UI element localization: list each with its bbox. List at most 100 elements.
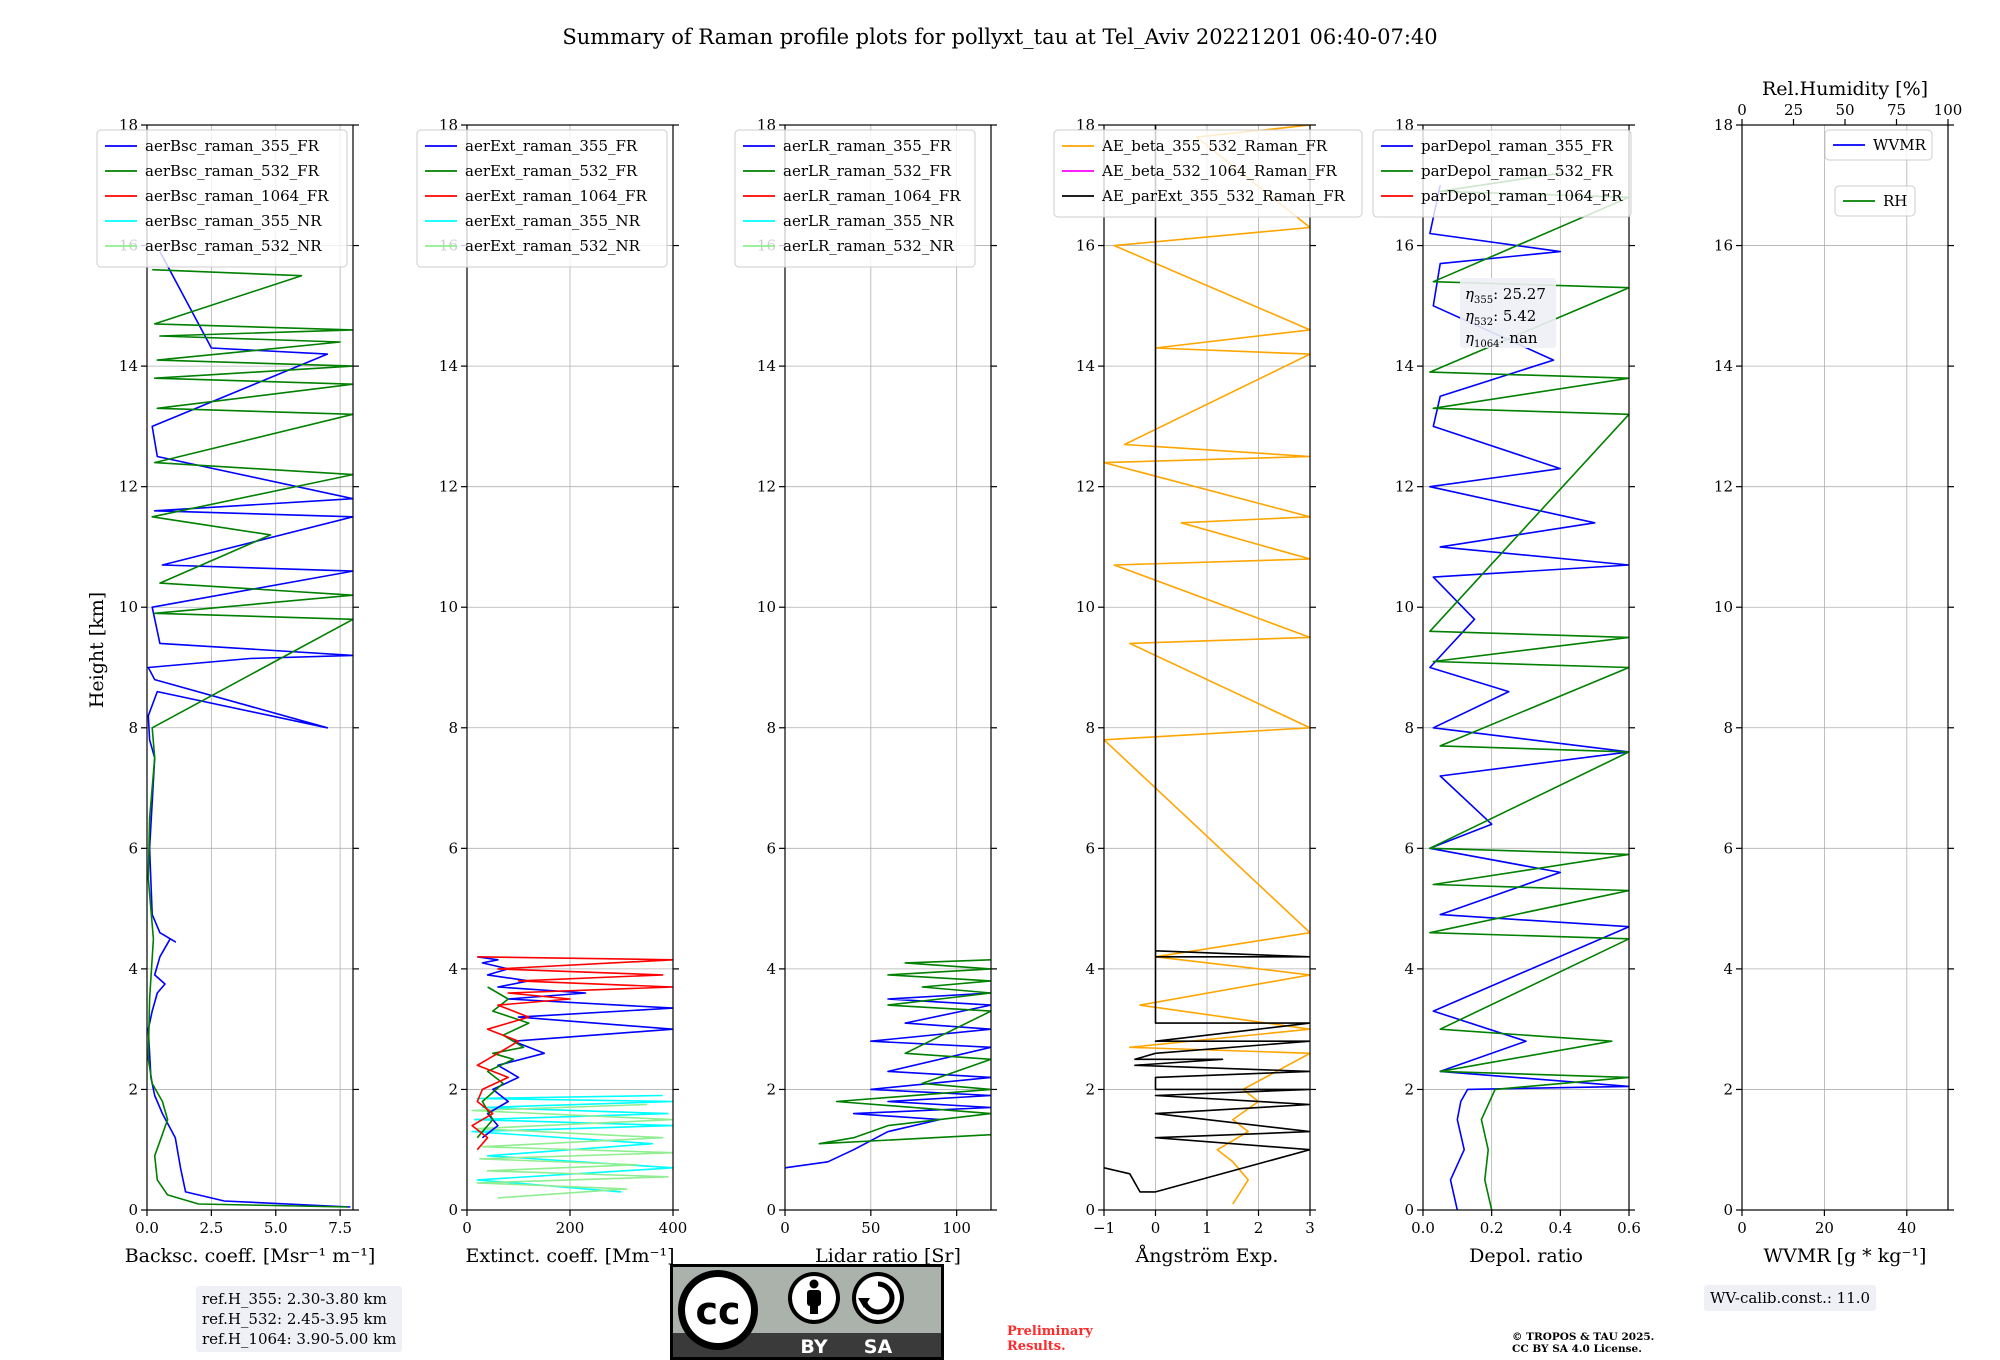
x-tick-label: 0 [462, 1219, 472, 1237]
y-tick-label: 8 [128, 719, 138, 737]
series-line-aerExt_raman_532_NR [471, 1103, 673, 1199]
legend-label: aerLR_raman_1064_FR [783, 187, 961, 205]
figure-title: Summary of Raman profile plots for polly… [562, 25, 1437, 49]
legend: WVMR RH [1824, 129, 1933, 217]
series-line-aerBsc_raman_355_FR [147, 251, 353, 1208]
x-tick-label: 40 [1897, 1219, 1916, 1237]
x-tick-label: 3 [1305, 1219, 1315, 1237]
y-tick-label: 10 [757, 598, 776, 616]
y-tick-label: 8 [448, 719, 458, 737]
y-tick-label: 0 [128, 1201, 138, 1219]
legend-frame [734, 129, 976, 268]
x-tick-label: 400 [659, 1219, 688, 1237]
legend-frame [1824, 129, 1933, 161]
legend-label: WVMR [1873, 136, 1927, 154]
copyright-line-1: © TROPOS & TAU 2025. [1512, 1331, 1655, 1343]
x-axis-label: Ångström Exp. [1135, 1245, 1279, 1267]
x-tick-label: 50 [861, 1219, 880, 1237]
eta-532: η532: 5.42 [1465, 307, 1536, 328]
y-tick-label: 8 [1404, 719, 1414, 737]
y-tick-label: 0 [766, 1201, 776, 1219]
y-tick-label: 4 [128, 960, 138, 978]
y-tick-label: 2 [1404, 1080, 1414, 1098]
x-tick-label: −1 [1093, 1219, 1115, 1237]
legend-label: aerLR_raman_532_NR [783, 237, 954, 255]
x-tick-label: 7.5 [328, 1219, 352, 1237]
x-axis-label: WVMR [g * kg⁻¹] [1764, 1245, 1927, 1267]
y-tick-label: 8 [766, 719, 776, 737]
y-tick-label: 6 [1404, 839, 1414, 857]
y-tick-label: 12 [1076, 478, 1095, 496]
series-line-AE_parExt_355_532_Raman_FR [1104, 125, 1310, 1193]
y-tick-label: 10 [119, 598, 138, 616]
x-tick-label: 5.0 [264, 1219, 288, 1237]
x-axis-label: Backsc. coeff. [Msr⁻¹ m⁻¹] [125, 1245, 376, 1267]
by-label: BY [800, 1336, 827, 1358]
series-line-AE_beta_355_532_Raman_FR [1104, 125, 1310, 1205]
y-tick-label: 4 [1723, 960, 1733, 978]
x-tick-label: 2 [1254, 1219, 1264, 1237]
y-tick-label: 0 [448, 1201, 458, 1219]
wv-calib-const: WV-calib.const.: 11.0 [1710, 1289, 1871, 1307]
y-tick-label: 10 [1076, 598, 1095, 616]
y-tick-label: 2 [1723, 1080, 1733, 1098]
legend-frame [416, 129, 668, 268]
series-line-aerBsc_raman_532_FR [147, 268, 353, 1208]
y-tick-label: 6 [128, 839, 138, 857]
series-group [1104, 125, 1310, 1205]
axes-frame [784, 124, 992, 1211]
y-tick-label: 8 [1085, 719, 1095, 737]
x-tick-label: 0.0 [1411, 1219, 1435, 1237]
panel-ext: 0246810121416180200400Extinct. coeff. [M… [416, 116, 688, 1267]
top-x-tick-label: 75 [1887, 101, 1906, 119]
y-tick-label: 2 [766, 1080, 776, 1098]
series-line-aerExt_raman_532_FR [476, 986, 530, 1139]
axes-frame [1741, 124, 1949, 1211]
x-tick-label: 0 [1151, 1219, 1161, 1237]
axes-frame [1422, 124, 1630, 1211]
series-line-parDepol_raman_532_FR [1429, 172, 1629, 1210]
y-tick-label: 4 [448, 960, 458, 978]
x-axis-label: Lidar ratio [Sr] [815, 1245, 961, 1267]
top-x-tick-label: 0 [1737, 101, 1747, 119]
legend-label: aerLR_raman_355_FR [783, 137, 952, 155]
x-tick-label: 0.0 [135, 1219, 159, 1237]
legend-label: aerBsc_raman_355_NR [145, 212, 322, 230]
x-axis-label: Extinct. coeff. [Mm⁻¹] [465, 1245, 674, 1267]
y-tick-label: 6 [1085, 839, 1095, 857]
y-tick-label: 16 [1714, 237, 1733, 255]
x-tick-label: 0 [780, 1219, 790, 1237]
legend-label: aerExt_raman_532_FR [465, 162, 638, 180]
x-tick-label: 0 [1737, 1219, 1747, 1237]
eta-1064: η1064: nan [1465, 329, 1538, 350]
y-tick-label: 14 [757, 357, 776, 375]
y-tick-label: 14 [1714, 357, 1733, 375]
y-tick-label: 16 [1076, 237, 1095, 255]
series-group [1429, 172, 1629, 1210]
y-tick-label: 4 [1085, 960, 1095, 978]
legend-frame [96, 129, 348, 268]
y-tick-label: 6 [448, 839, 458, 857]
preliminary-line-1: Preliminary [1007, 1324, 1093, 1339]
axes-frame [146, 124, 354, 1211]
legend-label: parDepol_raman_355_FR [1421, 137, 1614, 155]
legend-label: aerBsc_raman_532_NR [145, 237, 322, 255]
y-tick-label: 16 [1395, 237, 1414, 255]
legend: aerExt_raman_355_FR aerExt_raman_532_FRae… [416, 129, 668, 268]
top-x-tick-label: 25 [1784, 101, 1803, 119]
y-tick-label: 14 [1395, 357, 1414, 375]
legend: aerBsc_raman_355_FR aerBsc_raman_532_FRae… [96, 129, 348, 268]
series-line-aerLR_raman_355_FR [785, 992, 991, 1169]
series-line-aerExt_raman_355_FR [477, 956, 673, 1139]
cc-text: cc [695, 1289, 740, 1333]
eta-355: η355: 25.27 [1465, 285, 1546, 306]
ref-h-355: ref.H_355: 2.30-3.80 km [202, 1290, 387, 1308]
copyright-note: © TROPOS & TAU 2025. CC BY SA 4.0 Licens… [1512, 1331, 1654, 1355]
ref-h-1064: ref.H_1064: 3.90-5.00 km [202, 1330, 397, 1348]
legend: aerLR_raman_355_FR aerLR_raman_532_FR aerL… [734, 129, 976, 268]
legend-label: aerExt_raman_532_NR [465, 237, 641, 255]
legend-label: aerExt_raman_355_FR [465, 137, 638, 155]
x-tick-label: 20 [1815, 1219, 1834, 1237]
